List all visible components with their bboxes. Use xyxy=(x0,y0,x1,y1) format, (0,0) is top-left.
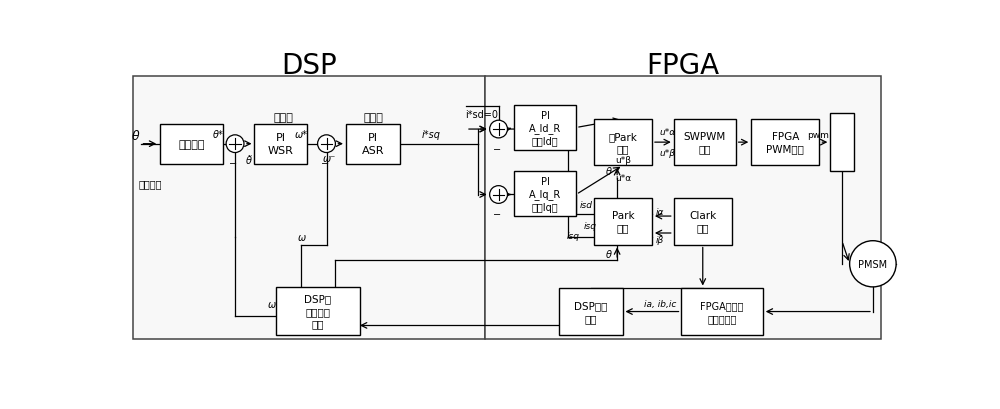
Text: u*α: u*α xyxy=(615,174,631,182)
Text: isq: isq xyxy=(584,221,597,230)
Text: u*α: u*α xyxy=(659,128,676,137)
Bar xyxy=(485,77,881,339)
Text: 位置设定: 位置设定 xyxy=(178,139,205,149)
Bar xyxy=(514,172,576,216)
Circle shape xyxy=(490,121,507,139)
Text: FPGA采集编
码器及电流: FPGA采集编 码器及电流 xyxy=(700,301,744,323)
Text: 主控设备: 主控设备 xyxy=(138,178,162,189)
Text: i*sd=0: i*sd=0 xyxy=(465,109,498,119)
Text: ω: ω xyxy=(298,232,306,242)
Text: ia, ib,ic: ia, ib,ic xyxy=(644,300,676,308)
Bar xyxy=(674,120,736,166)
Bar xyxy=(254,124,307,164)
Text: DSP转
速、位置
计算: DSP转 速、位置 计算 xyxy=(304,294,332,328)
Text: i*sq: i*sq xyxy=(422,130,441,140)
Bar xyxy=(594,199,652,245)
Text: FPGA: FPGA xyxy=(646,52,720,80)
Text: 反Park
变换: 反Park 变换 xyxy=(608,132,637,154)
Text: u*β: u*β xyxy=(615,156,631,165)
Text: −: − xyxy=(493,210,501,220)
Circle shape xyxy=(490,186,507,204)
Text: −: − xyxy=(493,144,501,154)
Text: isq: isq xyxy=(567,231,580,240)
Text: PMSM: PMSM xyxy=(858,259,887,269)
Text: isd: isd xyxy=(580,200,593,209)
Text: θ̃: θ̃ xyxy=(246,155,252,166)
Text: ω⁻: ω⁻ xyxy=(323,153,336,163)
Bar xyxy=(160,124,223,164)
Text: PI
A_Iq_R
电流Iq环: PI A_Iq_R 电流Iq环 xyxy=(529,176,561,212)
Bar xyxy=(594,120,652,166)
Text: 速度环: 速度环 xyxy=(363,113,383,123)
Text: 位置环: 位置环 xyxy=(274,113,294,123)
Text: θ: θ xyxy=(131,129,139,142)
Text: Park
变换: Park 变换 xyxy=(612,211,634,233)
Text: iβ: iβ xyxy=(656,235,664,244)
Text: FPGA
PWM输出: FPGA PWM输出 xyxy=(766,132,804,154)
Text: Clark
变换: Clark 变换 xyxy=(689,211,716,233)
Text: PI
A_Id_R
电流Id环: PI A_Id_R 电流Id环 xyxy=(529,110,561,146)
Text: ω: ω xyxy=(268,299,276,309)
Text: −: − xyxy=(321,159,329,169)
Text: θ: θ xyxy=(606,249,612,259)
Text: pwm: pwm xyxy=(807,130,829,139)
Text: PI
ASR: PI ASR xyxy=(362,133,384,155)
Circle shape xyxy=(318,135,335,153)
Text: DSP: DSP xyxy=(282,52,337,80)
Text: θ: θ xyxy=(606,167,612,177)
Bar xyxy=(681,289,763,335)
Text: u*β: u*β xyxy=(660,148,676,157)
Bar xyxy=(751,120,819,166)
Text: ω*: ω* xyxy=(295,130,308,140)
Text: SWPWM
算法: SWPWM 算法 xyxy=(684,132,726,154)
Text: iα: iα xyxy=(656,207,664,216)
Text: θ*: θ* xyxy=(213,130,223,140)
Text: −: − xyxy=(229,159,238,169)
Bar xyxy=(674,199,732,245)
Bar xyxy=(830,114,854,172)
Bar xyxy=(346,124,400,164)
Circle shape xyxy=(226,135,244,153)
Bar xyxy=(276,287,360,335)
Bar xyxy=(559,289,623,335)
Bar xyxy=(514,106,576,151)
Bar xyxy=(133,77,485,339)
Text: PI
WSR: PI WSR xyxy=(268,133,294,155)
Text: DSP计算
电流: DSP计算 电流 xyxy=(574,301,607,323)
Circle shape xyxy=(850,241,896,287)
